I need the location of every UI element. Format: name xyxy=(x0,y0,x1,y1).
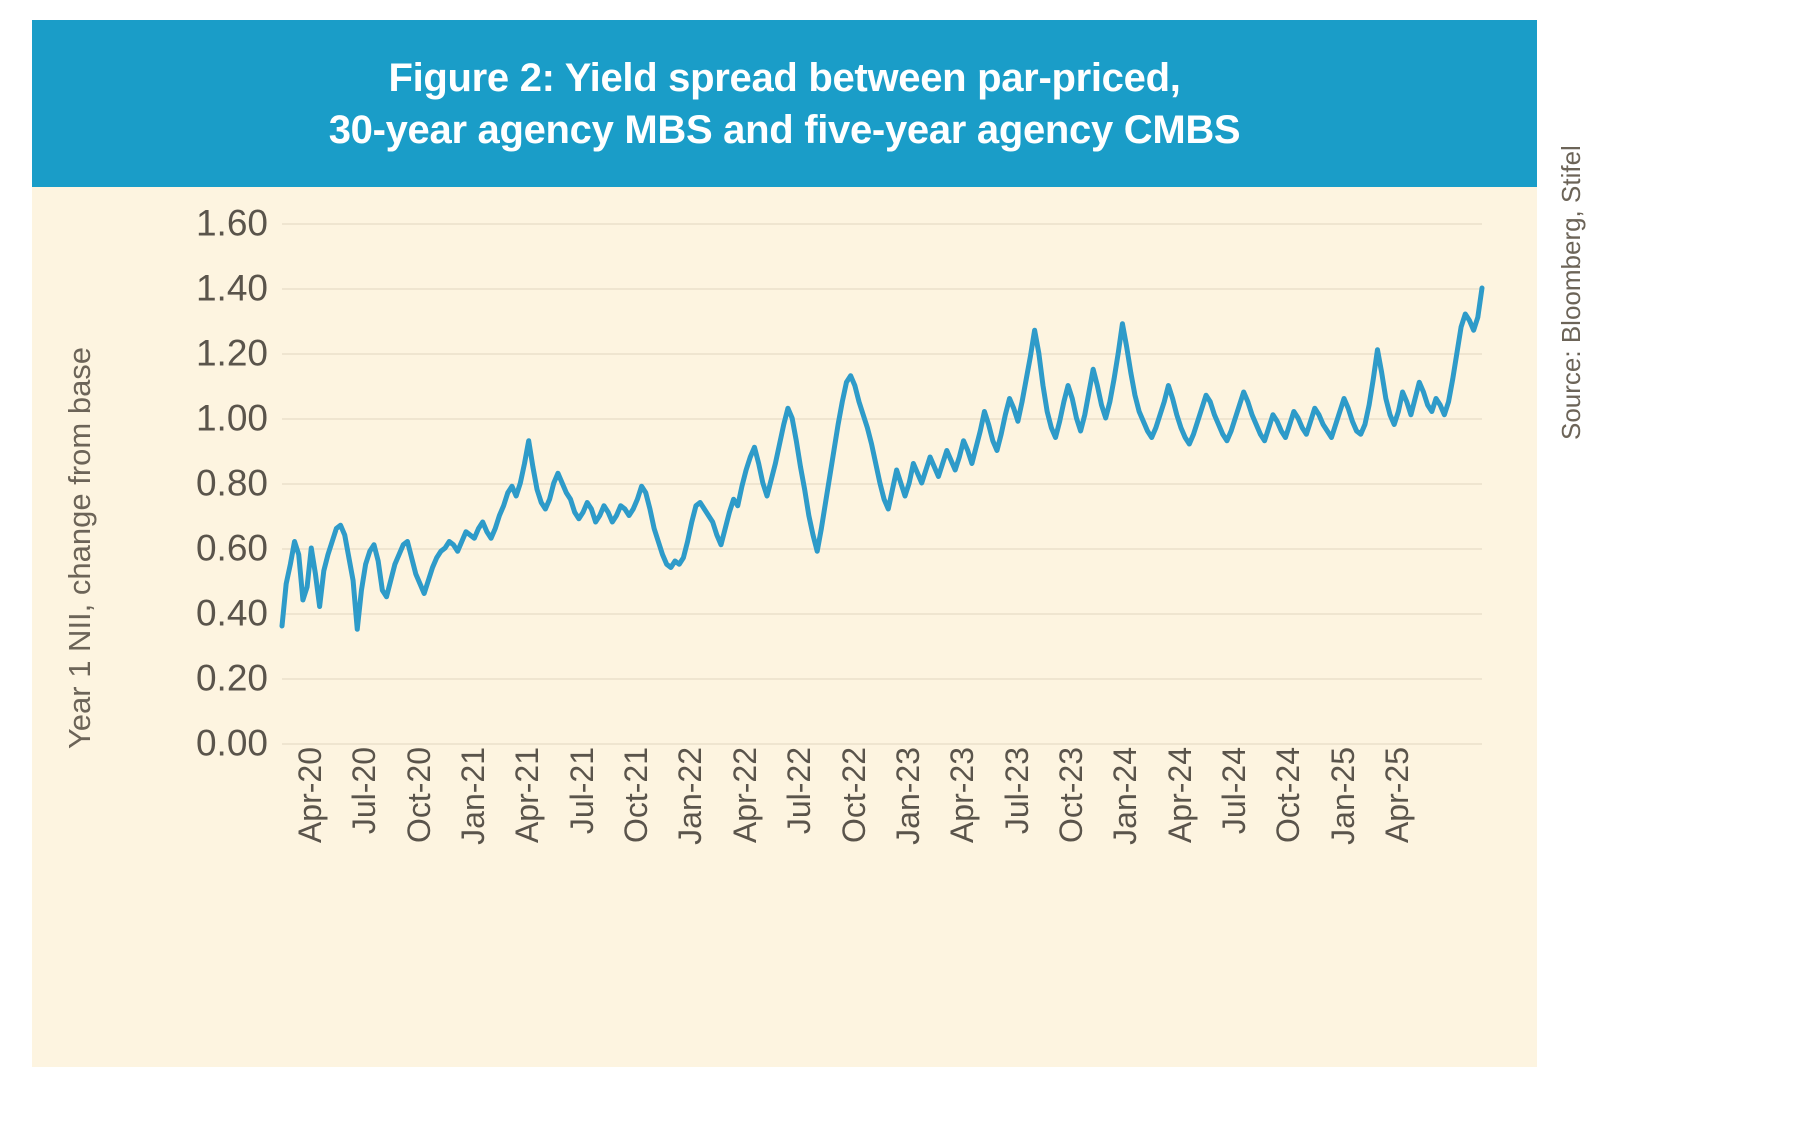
x-tick-label: Jul-20 xyxy=(346,747,383,835)
y-axis-title: Year 1 NII, change from base xyxy=(62,346,97,750)
figure-title-banner: Figure 2: Yield spread between par-price… xyxy=(32,20,1537,187)
y-tick-label: 1.20 xyxy=(195,332,268,374)
x-axis-tick-labels: Apr-20 Jul-20 Oct-20 Jan-21 Apr-21 Jul-21 Oct-… xyxy=(282,747,1482,1047)
y-tick-label: 0.00 xyxy=(195,722,268,764)
y-tick-label: 0.80 xyxy=(195,462,268,504)
y-tick-label: 1.00 xyxy=(195,397,268,439)
x-tick-label: Jan-25 xyxy=(1324,747,1361,845)
gridline xyxy=(282,548,1482,550)
x-tick-label: Jul-23 xyxy=(998,747,1035,835)
x-tick-label: Jul-21 xyxy=(563,747,600,835)
y-tick-label: 0.20 xyxy=(195,657,268,699)
gridline xyxy=(282,678,1482,680)
y-tick-label: 1.40 xyxy=(195,267,268,309)
x-tick-label: Jul-22 xyxy=(781,747,818,835)
y-tick-label: 0.60 xyxy=(195,527,268,569)
gridline xyxy=(282,223,1482,225)
x-tick-label: Oct-23 xyxy=(1052,747,1089,844)
figure-title-line-2: 30-year agency MBS and five-year agency … xyxy=(328,107,1241,152)
gridline xyxy=(282,288,1482,290)
x-tick-label: Jul-24 xyxy=(1216,747,1253,835)
gridline xyxy=(282,613,1482,615)
chart-panel: Year 1 NII, change from base 1.60 1.40 1.2… xyxy=(32,187,1537,1067)
x-tick-label: Jan-23 xyxy=(889,747,926,845)
series-polyline xyxy=(282,288,1482,629)
series-line-chart xyxy=(282,223,1482,743)
x-tick-label: Jan-22 xyxy=(672,747,709,845)
x-tick-label: Apr-22 xyxy=(726,747,763,844)
y-tick-label: 0.40 xyxy=(195,592,268,634)
x-tick-label: Apr-25 xyxy=(1379,747,1416,844)
x-tick-label: Jan-21 xyxy=(455,747,492,845)
figure-title-line-1: Figure 2: Yield spread between par-price… xyxy=(388,55,1181,100)
y-tick-label: 1.60 xyxy=(195,202,268,244)
x-tick-label: Apr-24 xyxy=(1161,747,1198,844)
x-tick-label: Apr-21 xyxy=(509,747,546,844)
x-tick-label: Oct-21 xyxy=(618,747,655,844)
plot-area xyxy=(282,223,1482,745)
gridline xyxy=(282,418,1482,420)
x-tick-label: Apr-20 xyxy=(292,747,328,844)
gridline xyxy=(282,743,1482,745)
gridline xyxy=(282,353,1482,355)
x-tick-label: Oct-20 xyxy=(400,747,437,844)
x-tick-label: Oct-24 xyxy=(1270,747,1307,844)
x-tick-label: Apr-23 xyxy=(944,747,981,844)
y-axis-tick-labels: 1.60 1.40 1.20 1.00 0.80 0.60 0.40 0.20 0.00 xyxy=(150,205,268,762)
x-tick-label: Jan-24 xyxy=(1107,747,1144,845)
source-note: Source: Bloomberg, Stifel xyxy=(1556,145,1586,440)
x-tick-label: Oct-22 xyxy=(835,747,872,844)
